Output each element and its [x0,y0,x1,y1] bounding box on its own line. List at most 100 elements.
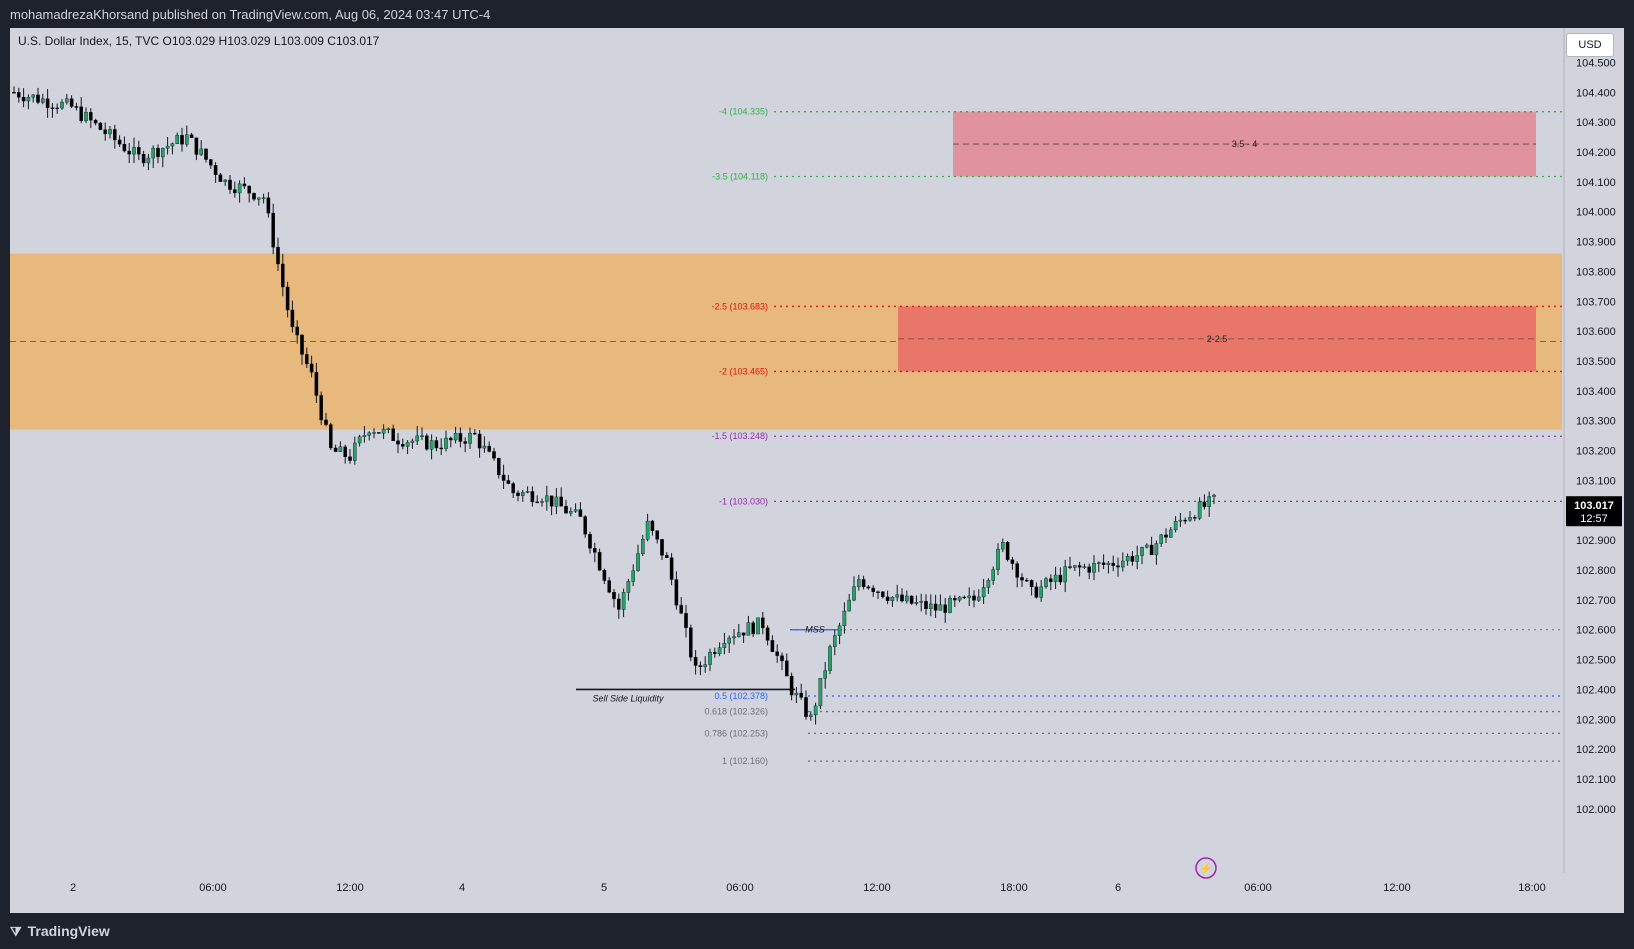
candle [501,474,506,481]
x-tick-label: 12:00 [336,882,364,894]
candle [468,432,472,444]
candle [1025,579,1029,582]
chart-area[interactable]: 2-2.5 3.5 - 4 102.000 102.100 102.200 102.300… [10,28,1624,913]
candle [991,569,995,581]
candle [1001,541,1005,550]
candle [693,656,698,666]
candle [165,145,170,149]
candle [650,520,655,531]
candle [1005,541,1010,560]
candle [237,183,242,194]
candle [98,122,103,130]
candle [463,441,468,444]
candle [386,428,391,430]
candle [266,197,271,214]
candle [818,678,823,707]
candle [391,428,396,441]
y-tick-label: 102.500 [1576,655,1616,667]
candle [770,640,775,652]
price-chart[interactable]: 2-2.5 3.5 - 4 102.000 102.100 102.200 102.300… [10,28,1624,913]
tradingview-logo[interactable]: ⧩ TradingView [10,923,110,940]
candle [1092,562,1096,573]
candle [741,632,746,636]
candle [804,697,808,717]
candle [1207,496,1211,507]
candle [1015,563,1019,578]
y-tick-label: 103.300 [1576,416,1616,428]
candle [689,627,693,658]
candle [285,286,290,311]
candle [900,594,904,602]
candle [309,363,314,373]
y-tick-label: 104.500 [1576,57,1616,69]
y-tick-label: 103.600 [1576,326,1616,338]
candle [420,435,424,437]
x-tick-label: 06:00 [199,882,227,894]
candle [828,646,832,671]
candle [31,94,36,98]
candle [809,714,813,717]
candle [314,371,319,396]
candle [343,446,348,457]
y-tick-label: 103.100 [1576,475,1616,487]
x-tick-label: 12:00 [1383,882,1411,894]
candle [242,183,247,187]
candle [727,637,731,644]
candle [617,598,621,610]
candle [357,436,362,444]
candle [136,147,141,155]
candle [1077,565,1082,568]
fib-level-label: -1.5 (103.248) [711,431,768,441]
candle [876,591,880,593]
candle [516,492,520,496]
candle [756,617,760,635]
currency-button[interactable]: USD [1566,33,1614,57]
x-tick-label: 06:00 [1244,882,1272,894]
candle [737,632,741,637]
fib-level-label: -2.5 (103.683) [711,301,768,311]
candle [305,354,309,365]
y-tick-label: 102.800 [1576,565,1616,577]
candle [324,419,328,425]
candle [1168,529,1173,538]
candle [1111,562,1115,566]
zone-label: 2-2.5 [1207,334,1228,344]
candle [146,157,151,164]
candle [319,395,324,421]
y-tick-label: 103.700 [1576,296,1616,308]
candle [79,106,83,121]
candle [1010,559,1015,564]
fib-level-label: 0.786 (102.253) [704,728,768,738]
candle [353,442,357,461]
candle [175,135,180,144]
symbol-info: U.S. Dollar Index, 15, TVC O103.029 H103… [18,34,380,48]
candle [473,432,477,435]
candle [127,150,131,155]
replay-icon[interactable] [1195,857,1217,879]
candle [871,587,875,592]
x-tick-label: 4 [459,882,465,894]
candle [1154,543,1159,556]
candle [453,433,458,441]
candle [65,98,69,103]
candle [765,627,770,641]
candle [1020,577,1024,581]
candle [852,586,856,601]
sell-side-liquidity-label: Sell Side Liquidity [592,693,664,703]
candle [607,580,611,593]
candle [261,197,266,199]
candle [60,101,64,109]
last-price-value: 103.017 [1574,500,1614,512]
candle [573,509,578,512]
candle [1173,521,1178,531]
candle [93,119,98,124]
candle [703,664,707,668]
candle [674,579,679,606]
candle [823,670,827,679]
candle [429,440,434,450]
x-tick-label: 5 [601,882,607,894]
candle [1058,574,1063,583]
candle [1106,562,1111,565]
candle [160,148,165,158]
candle [857,579,861,587]
